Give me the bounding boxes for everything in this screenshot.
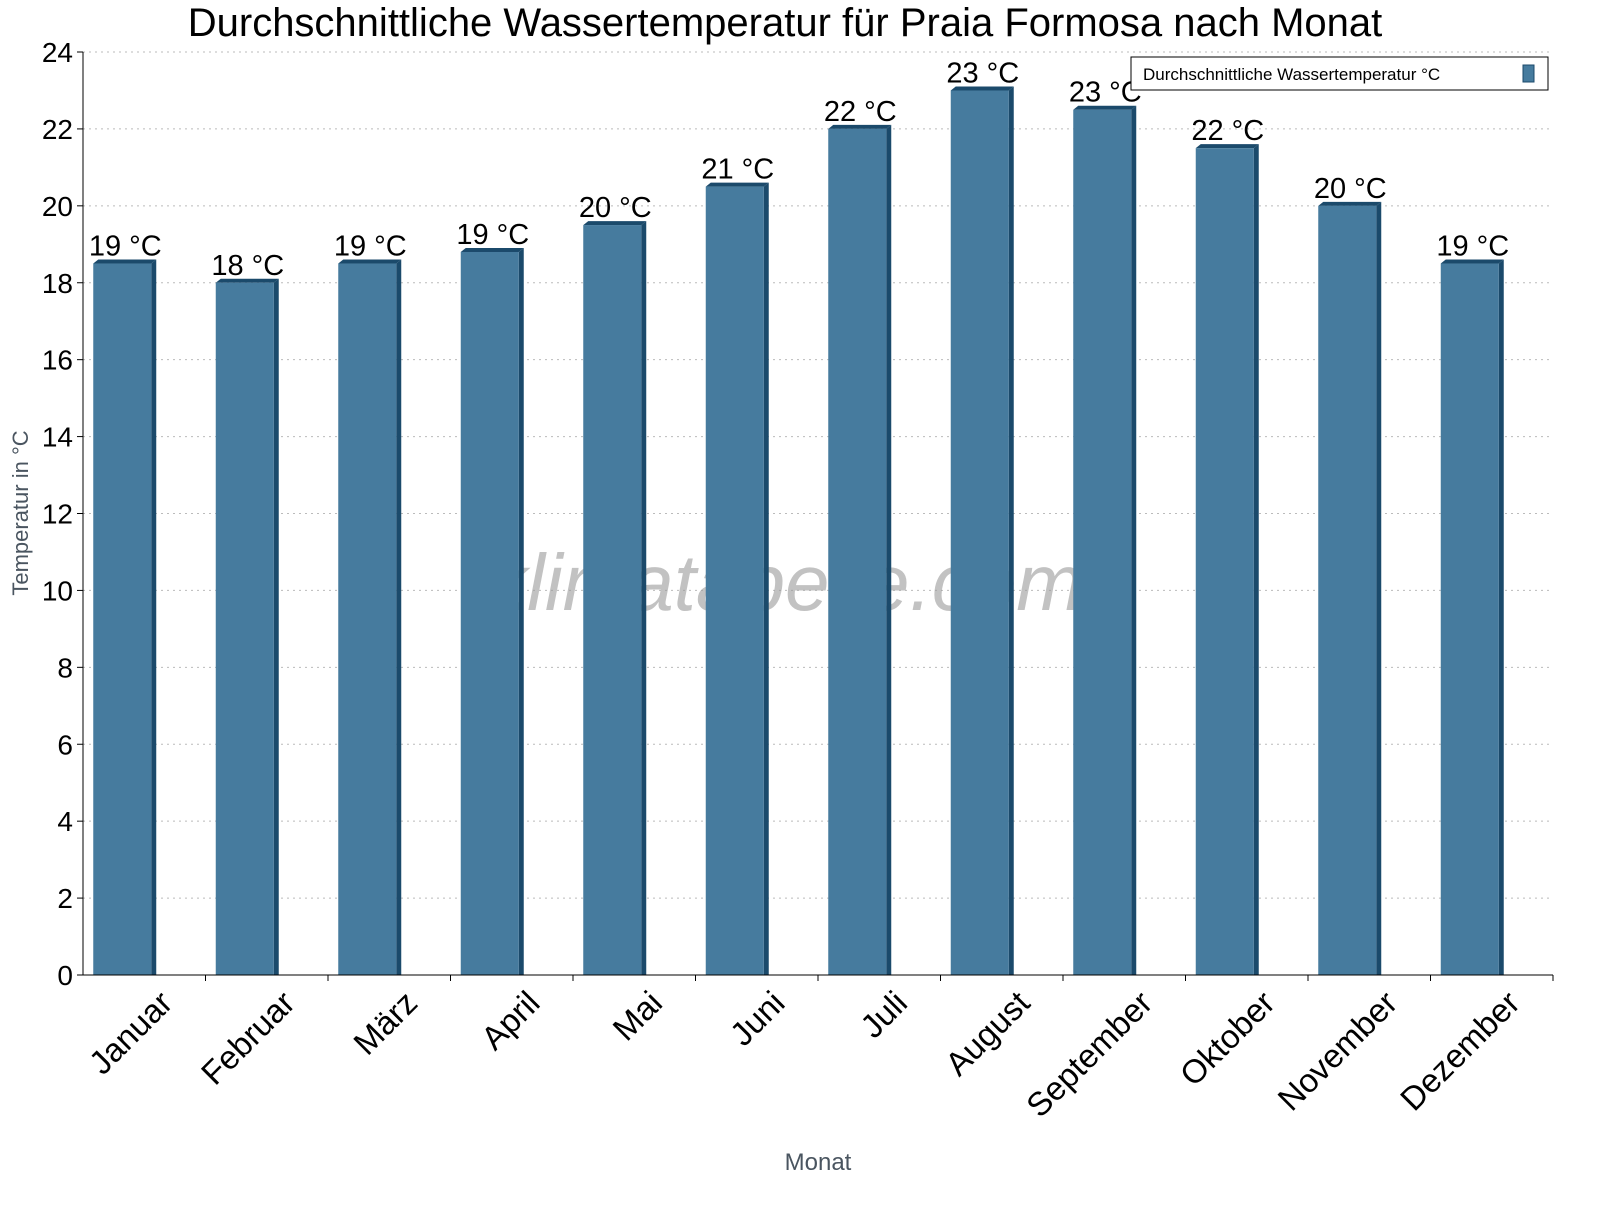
bar-top <box>93 259 157 264</box>
data-label: 19 °C <box>89 231 162 263</box>
bar <box>338 263 397 975</box>
bar <box>460 251 519 975</box>
y-tick-label: 22 <box>42 114 73 145</box>
bar-side <box>273 278 279 975</box>
bar-side <box>1131 105 1137 975</box>
x-tick-label: März <box>346 984 424 1062</box>
bar-top <box>1195 144 1259 149</box>
gridlines <box>83 51 1553 899</box>
x-tick-label: Oktober <box>1173 984 1282 1093</box>
data-label: 22 °C <box>824 96 897 128</box>
x-tick-label: Dezember <box>1393 984 1527 1118</box>
legend[interactable]: Durchschnittliche Wassertemperatur °C <box>1130 56 1549 91</box>
y-tick-label: 18 <box>42 268 73 299</box>
data-label: 20 °C <box>579 192 652 224</box>
bar-top <box>583 221 647 226</box>
y-tick-label: 14 <box>42 422 73 453</box>
x-tick-label: Juli <box>853 984 914 1045</box>
bar-top <box>1318 201 1382 206</box>
bar <box>1440 263 1499 975</box>
bar <box>93 263 152 975</box>
bar-side <box>886 124 892 975</box>
bar-top <box>460 247 524 252</box>
data-label: 23 °C <box>1069 77 1142 109</box>
y-tick-label: 24 <box>42 37 73 68</box>
x-tick-label: Juni <box>723 984 792 1053</box>
bar <box>583 225 642 975</box>
y-tick-label: 8 <box>57 652 73 683</box>
data-label: 18 °C <box>211 250 284 282</box>
bar-top <box>705 182 769 187</box>
y-axis-label: Temperatur in °C <box>8 430 33 595</box>
data-label: 19 °C <box>1436 231 1509 263</box>
bar-side <box>1498 259 1504 975</box>
bar-top <box>828 124 892 129</box>
y-tick-label: 0 <box>57 960 73 991</box>
data-label: 20 °C <box>1314 173 1387 205</box>
data-label: 19 °C <box>334 231 407 263</box>
legend-label: Durchschnittliche Wassertemperatur °C <box>1143 65 1440 84</box>
x-tick-label: September <box>1019 984 1159 1124</box>
y-tick-label: 6 <box>57 729 73 760</box>
bar-side <box>1376 201 1382 976</box>
bar <box>1195 148 1254 976</box>
bar-top <box>215 278 279 283</box>
bar-side <box>151 259 157 975</box>
data-label: 22 °C <box>1191 115 1264 147</box>
bar-top <box>1073 105 1137 110</box>
data-label: 23 °C <box>946 57 1019 89</box>
bar-side <box>518 247 524 975</box>
bar-side <box>641 221 647 975</box>
y-tick-label: 16 <box>42 345 73 376</box>
bar <box>828 128 887 975</box>
y-tick-label: 2 <box>57 883 73 914</box>
bar <box>950 90 1009 976</box>
bar-side <box>396 259 402 975</box>
bar <box>1318 205 1377 976</box>
x-axis-label: Monat <box>785 1149 852 1176</box>
x-tick-label: Januar <box>82 984 180 1082</box>
bar-side <box>1253 144 1259 976</box>
bars: 19 °C 18 °C 19 °C 19 °C 20 °C 21 °C 22 °C 23 °C… <box>89 57 1509 976</box>
x-tick-label: Mai <box>605 984 669 1048</box>
x-tick-label: November <box>1270 984 1404 1118</box>
y-tick-label: 12 <box>42 499 73 530</box>
y-tick-label: 10 <box>42 575 73 606</box>
data-label: 21 °C <box>701 154 774 186</box>
bar-top <box>1440 259 1504 264</box>
legend-box <box>1130 56 1549 91</box>
legend-swatch <box>1522 64 1535 83</box>
y-tick-label: 4 <box>57 806 73 837</box>
bar <box>705 186 764 975</box>
x-tick-label: Februar <box>194 984 302 1092</box>
bar <box>215 282 274 975</box>
x-tick-label: August <box>938 984 1037 1083</box>
bar-top <box>950 86 1014 91</box>
chart-title: Durchschnittliche Wassertemperatur für P… <box>188 1 1383 45</box>
data-label: 19 °C <box>456 219 529 251</box>
bar-side <box>1008 86 1014 976</box>
bar-side <box>763 182 769 975</box>
y-tick-label: 20 <box>42 191 73 222</box>
x-tick-label: April <box>474 984 547 1057</box>
bar-top <box>338 259 402 264</box>
bar <box>1073 109 1132 975</box>
